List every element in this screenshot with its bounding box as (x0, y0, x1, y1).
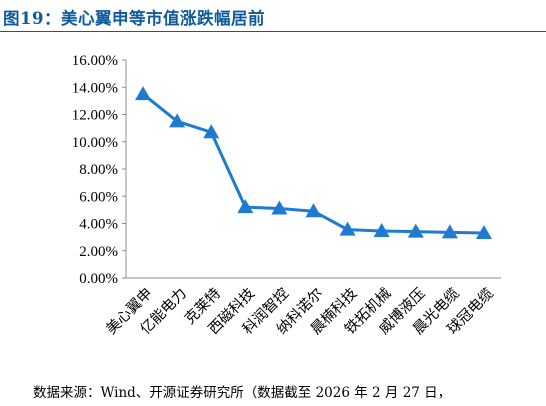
source-note: 数据来源：Wind、开源证券研究所（数据截至 2026 年 2 月 27 日， (33, 385, 452, 401)
y-tick-label: 14.00% (72, 80, 118, 96)
y-tick-label: 4.00% (79, 217, 118, 233)
data-point-marker (271, 200, 288, 215)
data-point-marker (305, 203, 322, 218)
y-tick-label: 10.00% (72, 135, 118, 151)
y-tick-label: 12.00% (72, 108, 118, 124)
x-category-labels: 美心翼申亿能电力克莱特西磁科技科润智控纳科诺尔晨楠科技铁拓机械威博液压晨光电缆球… (103, 285, 497, 338)
y-tick-label: 8.00% (79, 162, 118, 178)
data-point-marker (237, 199, 254, 214)
series-line-group (135, 86, 492, 240)
y-tick-label: 16.00% (72, 53, 118, 69)
data-point-marker (135, 86, 152, 101)
y-tick-label: 6.00% (79, 189, 118, 205)
data-point-marker (203, 124, 220, 139)
figure-title: 图19：美心翼申等市值涨跌幅居前 (3, 9, 265, 28)
y-tick-labels: 0.00% 2.00% 4.00% 6.00% 8.00% 10.00% 12.00% 14.… (72, 53, 126, 287)
data-point-marker (169, 113, 186, 128)
line-chart: 0.00% 2.00% 4.00% 6.00% 8.00% 10.00% 12.00% 14.… (72, 53, 501, 338)
y-tick-label: 2.00% (79, 244, 118, 260)
data-point-marker (407, 223, 424, 238)
data-point-marker (373, 222, 390, 237)
data-point-marker (339, 221, 356, 236)
data-point-marker (475, 225, 492, 240)
title-divider (0, 31, 546, 32)
data-point-marker (441, 224, 458, 239)
y-tick-label: 0.00% (79, 271, 118, 287)
